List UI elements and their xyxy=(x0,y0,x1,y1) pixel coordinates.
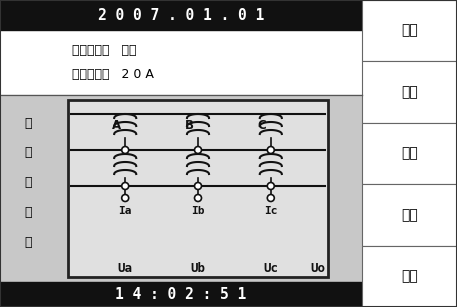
Bar xyxy=(68,100,328,277)
Circle shape xyxy=(122,195,129,201)
Circle shape xyxy=(195,195,202,201)
Text: B: B xyxy=(185,119,194,132)
Text: 接: 接 xyxy=(24,117,32,130)
Text: 2 0 0 7 . 0 1 . 0 1: 2 0 0 7 . 0 1 . 0 1 xyxy=(98,7,264,22)
Text: 示: 示 xyxy=(24,177,32,189)
Text: 设置: 设置 xyxy=(401,24,418,38)
Bar xyxy=(0,0,362,30)
Circle shape xyxy=(195,182,202,189)
Text: Ib: Ib xyxy=(191,206,205,216)
Text: 方式: 方式 xyxy=(401,146,418,161)
Text: 测量方式：   三相: 测量方式： 三相 xyxy=(72,44,137,57)
Text: Ic: Ic xyxy=(264,206,277,216)
Text: 1 4 : 0 2 : 5 1: 1 4 : 0 2 : 5 1 xyxy=(115,287,247,302)
Circle shape xyxy=(267,195,274,201)
Text: Uc: Uc xyxy=(263,262,278,275)
Text: 查看: 查看 xyxy=(401,85,418,99)
Text: 意: 意 xyxy=(24,206,32,219)
Text: C: C xyxy=(258,119,266,132)
Bar xyxy=(362,0,457,61)
Text: A: A xyxy=(112,119,121,132)
Circle shape xyxy=(122,146,129,154)
Circle shape xyxy=(267,146,274,154)
Text: Ub: Ub xyxy=(191,262,206,275)
Circle shape xyxy=(122,182,129,189)
Text: 电流: 电流 xyxy=(401,208,418,222)
Bar xyxy=(362,184,457,246)
Text: 图: 图 xyxy=(24,236,32,249)
Bar xyxy=(0,0,362,307)
Bar xyxy=(0,30,362,95)
Text: 线: 线 xyxy=(24,146,32,159)
Text: 测量电流：   2 0 A: 测量电流： 2 0 A xyxy=(72,68,154,81)
Text: Uo: Uo xyxy=(311,262,326,275)
Bar xyxy=(362,61,457,123)
Circle shape xyxy=(267,182,274,189)
Circle shape xyxy=(195,146,202,154)
Text: Ia: Ia xyxy=(118,206,132,216)
Text: 测量: 测量 xyxy=(401,269,418,283)
Text: Ua: Ua xyxy=(118,262,133,275)
Bar xyxy=(362,123,457,184)
Bar xyxy=(0,282,362,307)
Bar xyxy=(362,246,457,307)
